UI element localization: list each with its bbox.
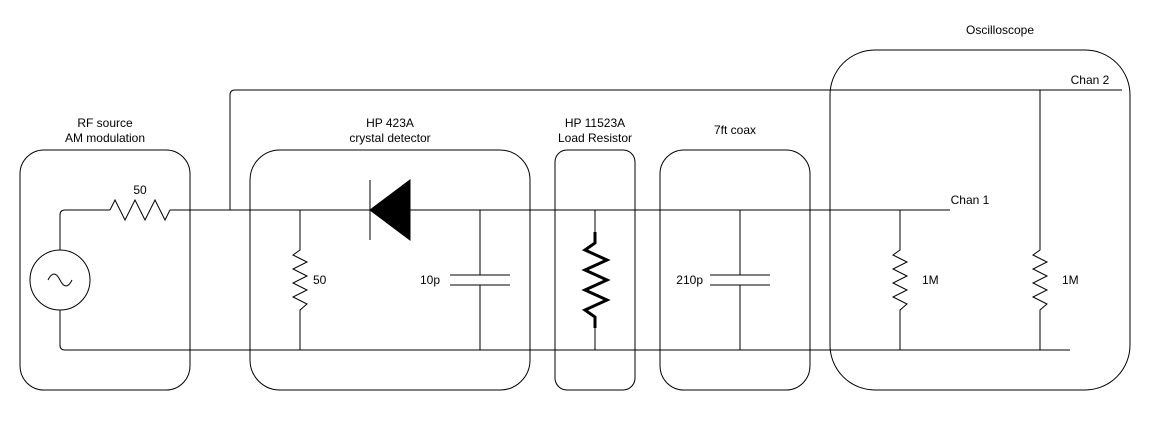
coax-block: [659, 149, 811, 391]
coax-label: 7ft coax: [714, 123, 756, 137]
load-label-1: HP 11523A: [565, 116, 625, 130]
scope-chan1-resistor: [891, 210, 909, 350]
scope-chan2-resistor: [1031, 90, 1049, 350]
series-resistor-value: 50: [133, 183, 147, 197]
detector-capacitor-value: 10p: [420, 273, 440, 287]
detector-block: [249, 149, 531, 391]
load-resistor-block: [554, 149, 636, 391]
coax-capacitor-value: 210p: [676, 273, 703, 287]
ac-source: [29, 249, 91, 311]
series-resistor: [109, 198, 171, 222]
coax-capacitor: [710, 210, 770, 350]
sine-wave-icon: [47, 273, 73, 287]
rf-source-block: [19, 149, 191, 391]
oscilloscope-block: [829, 49, 1131, 391]
scope-chan2-resistor-value: 1M: [1062, 273, 1079, 287]
chan2-label: Chan 2: [1071, 73, 1110, 87]
detector-label-2: crystal detector: [349, 131, 430, 145]
load-label-2: Load Resistor: [558, 131, 632, 145]
oscilloscope-label: Oscilloscope: [966, 23, 1034, 37]
source-top-wire: [59, 209, 110, 250]
scope-chan1-resistor-value: 1M: [922, 273, 939, 287]
detector-resistor-value: 50: [313, 273, 327, 287]
rf-source-label-1: RF source: [77, 116, 133, 130]
chan2-wire: [229, 89, 1122, 210]
chan1-label: Chan 1: [951, 193, 990, 207]
diode-icon: [369, 179, 411, 241]
detector-label-1: HP 423A: [366, 116, 414, 130]
rf-source-label-2: AM modulation: [65, 131, 145, 145]
ground-wire: [59, 310, 1070, 351]
detector-capacitor: [450, 210, 510, 350]
detector-resistor: [291, 210, 309, 350]
load-resistor: [581, 232, 611, 328]
